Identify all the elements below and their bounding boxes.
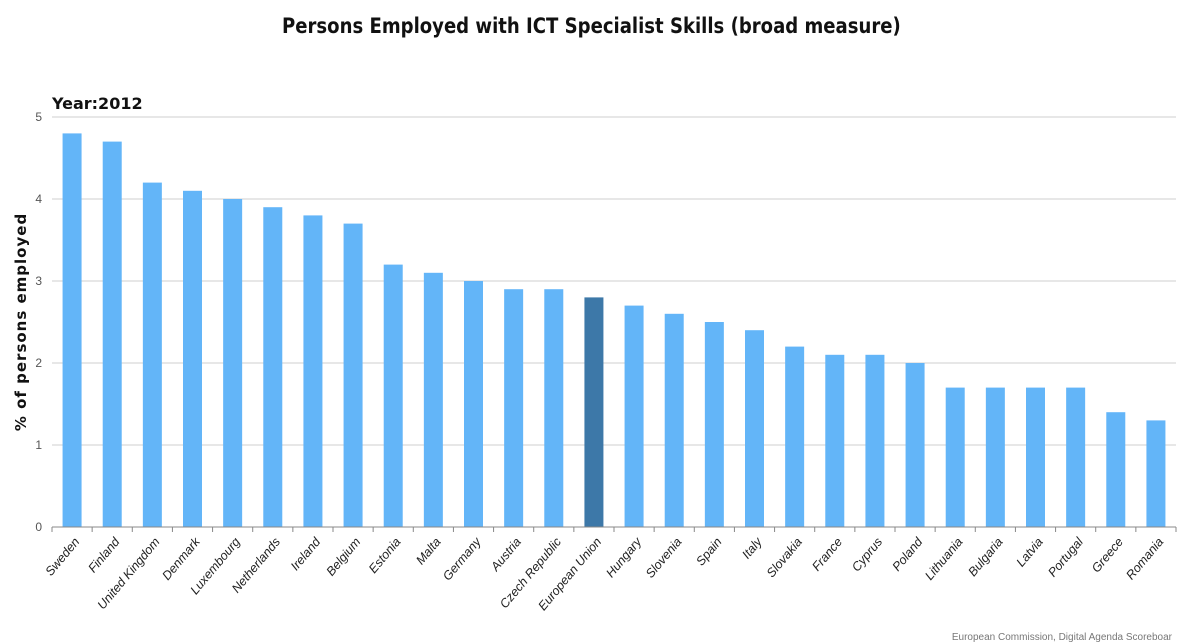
category-label-belgium: Belgium	[324, 535, 364, 579]
source-note: European Commission, Digital Agenda Scor…	[952, 632, 1173, 643]
bar-estonia	[383, 264, 403, 527]
bar-romania	[1146, 420, 1166, 527]
category-label-bulgaria: Bulgaria	[965, 535, 1005, 579]
bar-france	[825, 354, 845, 527]
category-label-poland: Poland	[890, 534, 926, 574]
category-label-austria: Austria	[488, 535, 524, 575]
category-label-denmark: Denmark	[159, 534, 203, 582]
category-label-italy: Italy	[739, 534, 765, 561]
bar-cyprus	[865, 354, 885, 527]
bar-austria	[504, 289, 524, 527]
bar-slovakia	[785, 346, 805, 527]
bar-european-union	[584, 297, 604, 527]
bar-hungary	[624, 305, 644, 527]
bar-bulgaria	[985, 387, 1005, 527]
x-axis	[51, 526, 1177, 532]
bar-ireland	[303, 215, 323, 527]
y-tick-label-5: 5	[35, 110, 42, 124]
category-label-lithuania: Lithuania	[922, 535, 965, 583]
category-label-germany: Germany	[440, 534, 484, 583]
bar-portugal	[1066, 387, 1086, 527]
chart-title: Persons Employed with ICT Specialist Ski…	[282, 14, 901, 38]
category-label-greece: Greece	[1089, 535, 1126, 575]
bar-spain	[704, 322, 724, 527]
bar-malta	[423, 272, 443, 527]
bar-luxembourg	[223, 199, 243, 527]
bar-lithuania	[945, 387, 965, 527]
bars	[62, 133, 1166, 528]
bar-belgium	[343, 223, 363, 527]
y-tick-label-1: 1	[35, 438, 42, 452]
category-label-latvia: Latvia	[1014, 535, 1046, 570]
y-tick-label-0: 0	[35, 520, 42, 534]
bar-italy	[745, 330, 764, 527]
category-label-spain: Spain	[693, 535, 724, 569]
chart-subtitle: Year:2012	[51, 94, 143, 113]
bar-germany	[464, 281, 483, 527]
bar-denmark	[183, 190, 202, 528]
category-label-ireland: Ireland	[288, 534, 324, 573]
bar-slovenia	[664, 313, 684, 527]
y-axis-label: % of persons employed	[12, 213, 30, 431]
y-tick-label-2: 2	[35, 356, 42, 370]
bar-netherlands	[263, 207, 283, 527]
bar-greece	[1106, 412, 1126, 527]
category-label-romania: Romania	[1123, 535, 1166, 582]
category-label-finland: Finland	[85, 534, 123, 575]
category-label-cyprus: Cyprus	[849, 535, 885, 574]
y-axis-ticks: 0 1 2 3 4 5	[35, 110, 42, 534]
bar-united-kingdom	[142, 182, 162, 527]
y-tick-label-3: 3	[35, 274, 42, 288]
category-label-slovenia: Slovenia	[643, 535, 685, 581]
category-label-malta: Malta	[413, 535, 443, 567]
category-label-france: France	[809, 535, 845, 574]
bar-czech-republic	[544, 289, 564, 527]
bar-poland	[905, 363, 925, 527]
category-label-estonia: Estonia	[366, 535, 404, 576]
bar-finland	[102, 141, 122, 527]
gridlines	[52, 116, 1176, 446]
bar-latvia	[1026, 387, 1045, 527]
y-tick-label-4: 4	[35, 192, 42, 206]
bar-sweden	[62, 133, 82, 527]
category-label-sweden: Sweden	[43, 535, 83, 579]
category-label-slovakia: Slovakia	[764, 535, 805, 580]
category-label-hungary: Hungary	[603, 534, 645, 580]
category-label-portugal: Portugal	[1045, 534, 1086, 580]
